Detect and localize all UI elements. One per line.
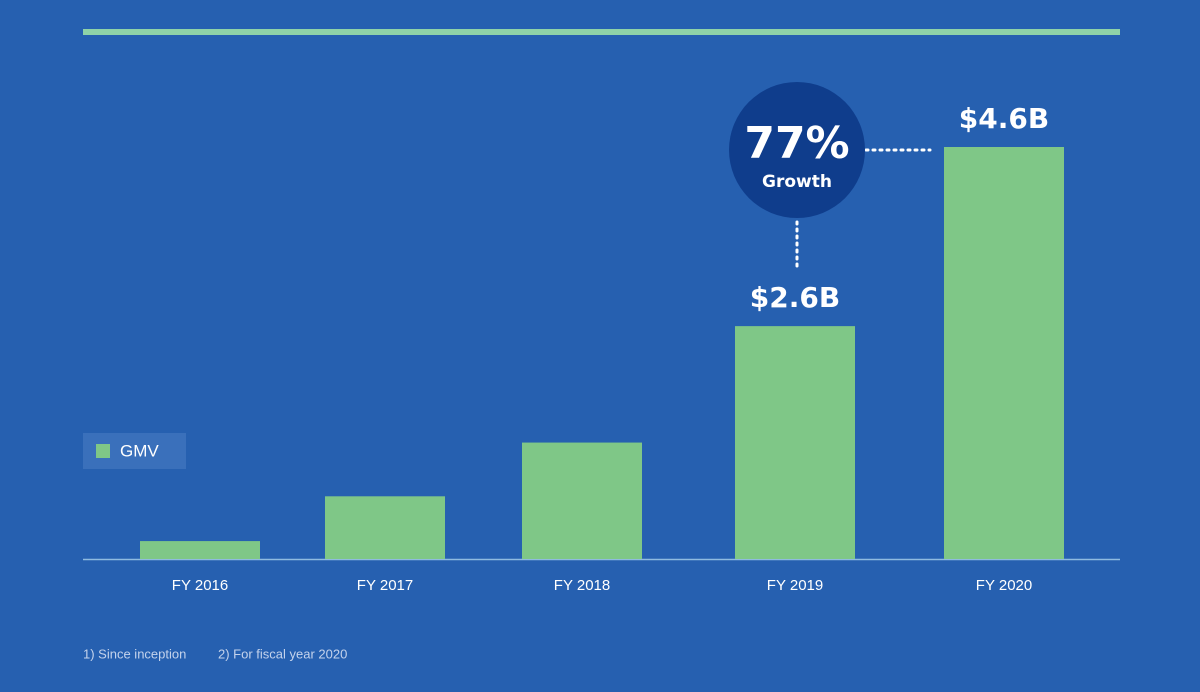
value-label: $2.6B: [750, 281, 840, 314]
legend-label: GMV: [120, 441, 159, 460]
x-tick-label: FY 2020: [976, 577, 1032, 594]
bar: [944, 147, 1064, 559]
x-tick-label: FY 2017: [357, 577, 413, 594]
growth-value: 77%: [744, 118, 849, 169]
footnote: 1) Since inception: [83, 646, 186, 661]
x-tick-label: FY 2016: [172, 577, 228, 594]
legend-swatch: [96, 444, 110, 458]
x-tick-label: FY 2019: [767, 577, 823, 594]
bar: [140, 541, 260, 559]
footnote: 2) For fiscal year 2020: [218, 646, 347, 661]
value-label: $4.6B: [959, 102, 1049, 135]
bar: [325, 496, 445, 559]
bar: [522, 442, 642, 559]
x-tick-label: FY 2018: [554, 577, 610, 594]
bar: [735, 326, 855, 559]
top-rule: [83, 29, 1120, 35]
growth-label: Growth: [762, 172, 832, 192]
growth-badge: [729, 82, 865, 218]
